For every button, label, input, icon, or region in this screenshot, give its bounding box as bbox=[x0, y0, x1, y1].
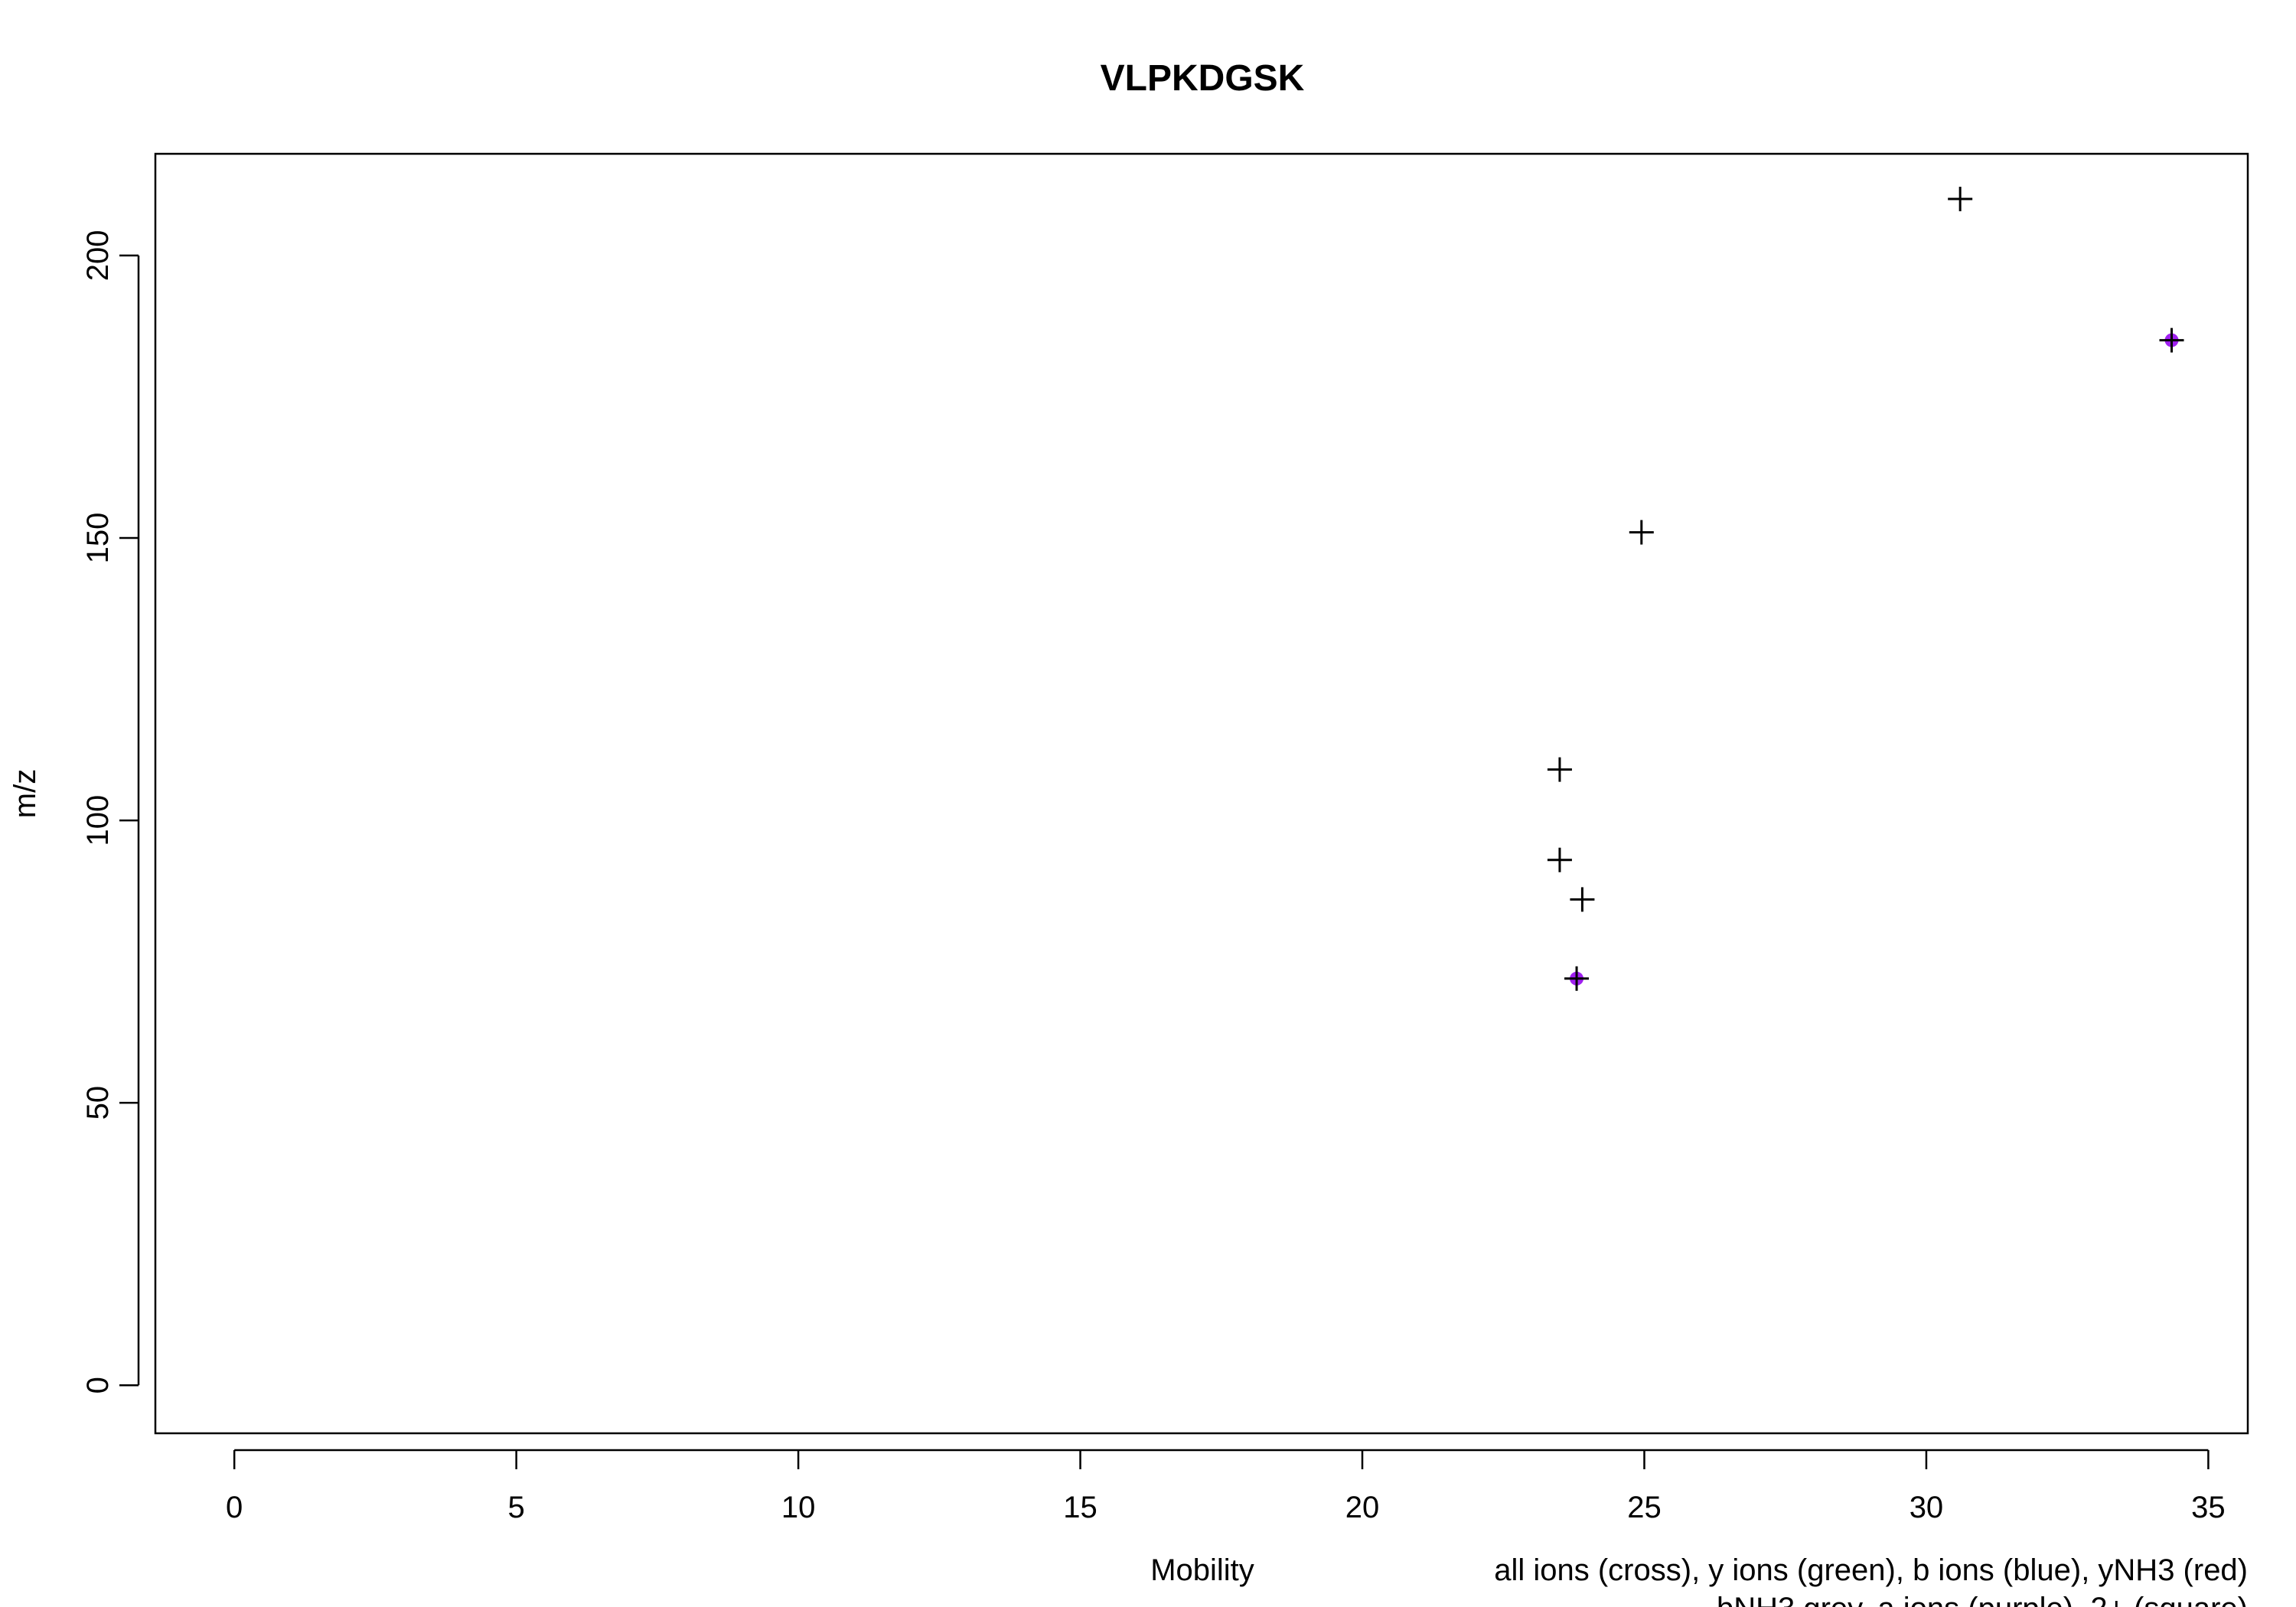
chart-title: VLPKDGSK bbox=[1101, 58, 1305, 99]
x-tick-label: 20 bbox=[1345, 1491, 1380, 1524]
ion-cross-point bbox=[1948, 187, 1973, 212]
ion-cross-point bbox=[1564, 966, 1590, 991]
y-tick-label: 150 bbox=[81, 513, 115, 564]
x-tick-label: 15 bbox=[1063, 1491, 1097, 1524]
legend-line-1: all ions (cross), y ions (green), b ions… bbox=[1494, 1553, 2248, 1587]
x-tick-label: 0 bbox=[226, 1491, 243, 1524]
y-tick-label: 0 bbox=[81, 1377, 115, 1393]
plot-frame bbox=[154, 152, 2249, 1435]
x-tick-label: 30 bbox=[1910, 1491, 1944, 1524]
ion-cross-point bbox=[1629, 520, 1654, 545]
y-axis-label: m/z bbox=[8, 769, 42, 818]
legend-line-2: bNH3 grey, a ions (purple), 2+ (square) bbox=[1717, 1592, 2248, 1607]
x-axis-label: Mobility bbox=[1150, 1553, 1254, 1587]
y-axis: 0 50 100 150 200 bbox=[81, 230, 140, 1393]
ion-cross-point bbox=[2159, 328, 2184, 353]
data-points bbox=[1547, 187, 2184, 991]
ion-cross-point bbox=[1570, 887, 1595, 912]
y-tick-label: 50 bbox=[81, 1086, 115, 1120]
x-tick-label: 10 bbox=[781, 1491, 816, 1524]
x-axis: 0 5 10 15 20 25 30 35 bbox=[226, 1449, 2226, 1524]
y-tick-label: 100 bbox=[81, 795, 115, 846]
ion-cross-point bbox=[1547, 757, 1572, 782]
x-tick-label: 5 bbox=[508, 1491, 525, 1524]
y-tick-label: 200 bbox=[81, 230, 115, 281]
x-tick-label: 25 bbox=[1627, 1491, 1662, 1524]
ion-cross-point bbox=[1547, 847, 1572, 872]
x-tick-label: 35 bbox=[2191, 1491, 2226, 1524]
